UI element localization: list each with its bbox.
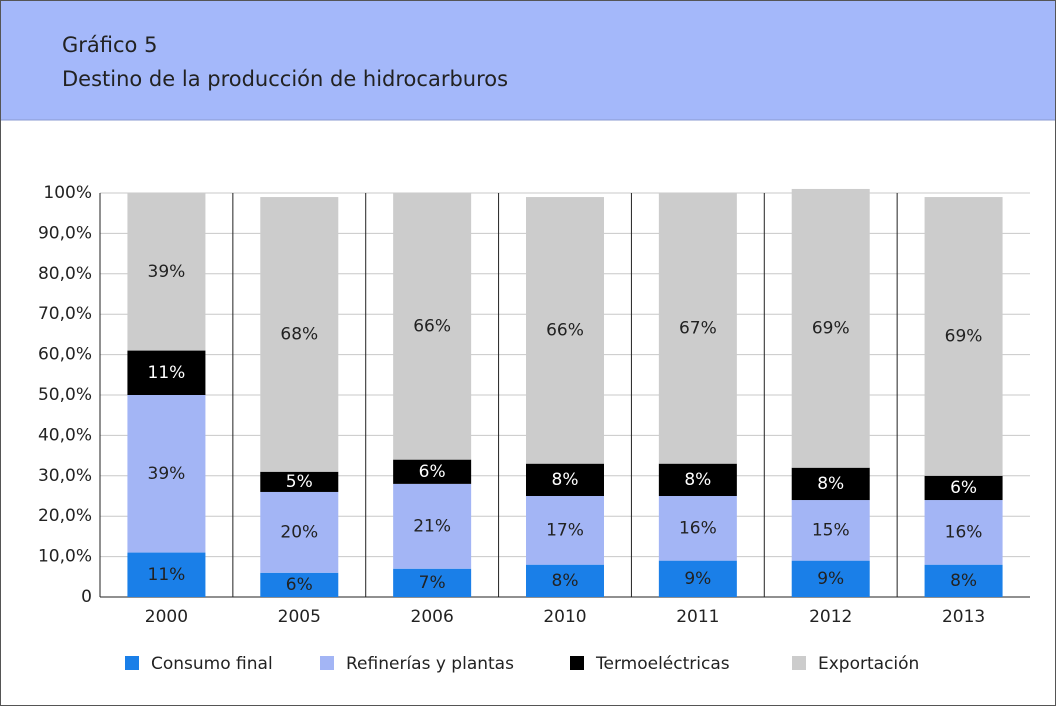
data-label: 8% xyxy=(684,470,711,490)
data-label: 6% xyxy=(419,462,446,482)
data-label: 9% xyxy=(684,569,711,589)
legend-label: Exportación xyxy=(818,654,919,674)
bar-segment xyxy=(791,188,870,468)
bar-segment xyxy=(658,496,737,561)
bar-segment xyxy=(260,471,339,492)
data-label: 11% xyxy=(148,363,186,383)
bar-segment xyxy=(393,193,472,460)
data-label: 39% xyxy=(148,464,186,484)
bar-segment xyxy=(260,491,339,573)
bar-segment xyxy=(127,193,206,351)
data-label: 68% xyxy=(280,324,318,344)
legend-swatch xyxy=(320,656,334,670)
bar-segment xyxy=(260,572,339,597)
data-label: 11% xyxy=(148,565,186,585)
legend-swatch xyxy=(125,656,139,670)
bar-segment xyxy=(393,459,472,484)
data-label: 20% xyxy=(280,522,318,542)
x-tick-label: 2011 xyxy=(676,607,719,627)
legend-swatch xyxy=(792,656,806,670)
bar-segment xyxy=(924,564,1003,597)
data-label: 69% xyxy=(812,318,850,338)
header-band xyxy=(0,0,1056,120)
data-label: 16% xyxy=(945,522,983,542)
data-label: 7% xyxy=(419,573,446,593)
data-label: 69% xyxy=(945,326,983,346)
data-label: 6% xyxy=(950,478,977,498)
data-label: 6% xyxy=(286,575,313,595)
legend-label: Consumo final xyxy=(151,654,273,674)
y-tick-label: 60,0% xyxy=(38,345,92,365)
bar-segment xyxy=(526,463,604,496)
chart-title: Gráfico 5 xyxy=(62,33,157,57)
bar-segment xyxy=(658,463,737,496)
bar-segment xyxy=(924,197,1003,476)
data-label: 39% xyxy=(148,262,186,282)
bar-segment xyxy=(526,564,604,597)
x-tick-label: 2010 xyxy=(543,607,586,627)
bar-segment xyxy=(526,197,604,464)
bar-segment xyxy=(658,560,737,597)
data-label: 8% xyxy=(950,571,977,591)
data-label: 67% xyxy=(679,318,717,338)
data-label: 16% xyxy=(679,518,717,538)
bar-segment xyxy=(924,500,1003,565)
legend-swatch xyxy=(570,656,584,670)
bar-segment xyxy=(393,568,472,597)
legend-label: Termoeléctricas xyxy=(595,654,730,674)
x-tick-label: 2013 xyxy=(942,607,985,627)
x-tick-label: 2005 xyxy=(278,607,321,627)
x-tick-label: 2000 xyxy=(145,607,188,627)
y-tick-label: 100% xyxy=(43,183,92,203)
data-label: 8% xyxy=(552,571,579,591)
bar-segment xyxy=(791,467,870,501)
x-tick-label: 2006 xyxy=(411,607,454,627)
bar-segment xyxy=(260,197,339,472)
y-tick-label: 0 xyxy=(81,587,92,607)
bar-segment xyxy=(791,560,870,597)
bar-segment xyxy=(127,395,206,553)
data-label: 8% xyxy=(552,470,579,490)
y-tick-label: 80,0% xyxy=(38,264,92,284)
bar-segment xyxy=(924,475,1003,501)
data-label: 21% xyxy=(413,516,451,536)
data-label: 8% xyxy=(817,474,844,494)
data-label: 66% xyxy=(546,320,584,340)
data-label: 17% xyxy=(546,520,584,540)
data-label: 5% xyxy=(286,472,313,492)
data-label: 66% xyxy=(413,316,451,336)
y-tick-label: 10,0% xyxy=(38,547,92,567)
chart-subtitle: Destino de la producción de hidrocarburo… xyxy=(62,67,508,91)
bar-segment xyxy=(526,496,604,565)
bar-segment xyxy=(658,193,737,464)
y-tick-label: 30,0% xyxy=(38,466,92,486)
bar-segment xyxy=(127,552,206,597)
bar-segment xyxy=(127,350,206,395)
data-label: 9% xyxy=(817,569,844,589)
bar-segment xyxy=(791,500,870,561)
bar-segment xyxy=(393,483,472,569)
y-tick-label: 90,0% xyxy=(38,223,92,243)
x-tick-label: 2012 xyxy=(809,607,852,627)
data-label: 15% xyxy=(812,520,850,540)
legend-label: Refinerías y plantas xyxy=(346,654,514,674)
y-tick-label: 50,0% xyxy=(38,385,92,405)
y-tick-label: 20,0% xyxy=(38,506,92,526)
y-tick-label: 40,0% xyxy=(38,425,92,445)
y-tick-label: 70,0% xyxy=(38,304,92,324)
